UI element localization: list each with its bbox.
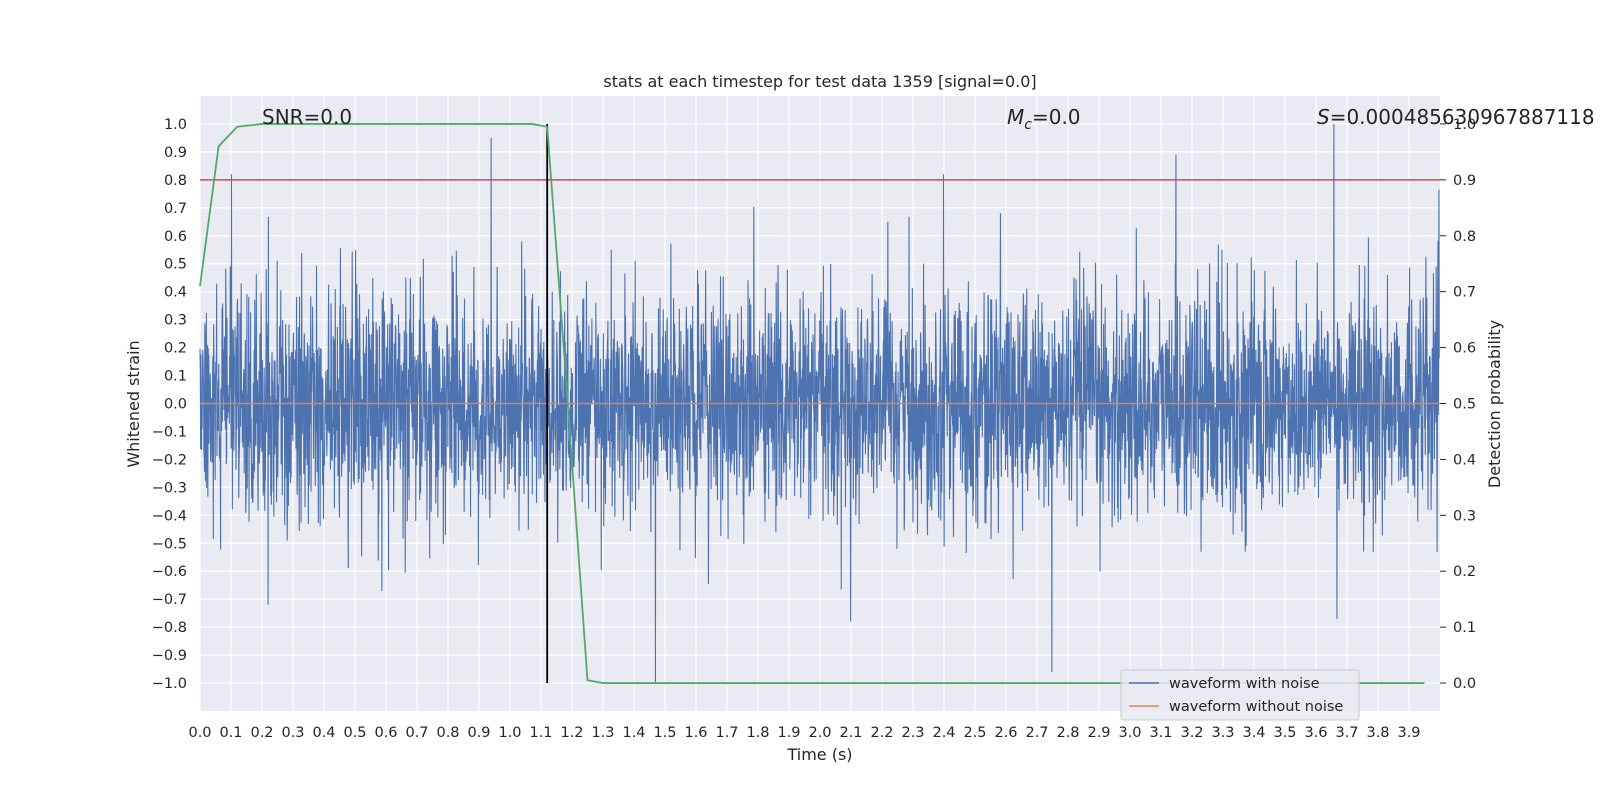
snr-annotation: SNR=0.0 <box>262 105 352 129</box>
x-tick-label: 0.8 <box>436 725 459 741</box>
y-tick-label: −0.1 <box>152 424 187 440</box>
y-tick-label: 0.4 <box>164 285 187 301</box>
x-tick-label: 2.9 <box>1087 725 1110 741</box>
y-tick-label: 0.5 <box>164 257 187 273</box>
y2-tick-label: 0.3 <box>1453 508 1476 524</box>
x-tick-label: 0.3 <box>281 725 304 741</box>
series-waveform-with-noise <box>199 123 1440 684</box>
x-tick-label: 3.3 <box>1211 725 1234 741</box>
x-tick-label: 0.1 <box>219 725 242 741</box>
x-axis-label: Time (s) <box>786 745 852 764</box>
y-tick-labels: 1.0 0.9 0.8 0.7 0.6 0.5 0.4 0.3 0.2 0.1 0.0 −0.1 −0.… <box>152 117 187 692</box>
x-tick-label: 1.5 <box>653 725 676 741</box>
y2-tick-label: 0.4 <box>1453 452 1476 468</box>
y-tick-label: 0.3 <box>164 313 187 329</box>
y2-tick-labels: 1.0 0.9 0.8 0.7 0.6 0.5 0.4 0.3 0.2 0.1 0.0 <box>1440 117 1476 692</box>
x-tick-label: 3.8 <box>1366 725 1389 741</box>
y-tick-label: 0.0 <box>164 397 187 413</box>
x-tick-labels: 0.0 0.1 0.2 0.3 0.4 0.5 0.6 0.7 0.8 0.9 1.0 1.1 1.2 1… <box>188 725 1420 741</box>
x-tick-label: 1.4 <box>622 725 645 741</box>
x-tick-label: 2.4 <box>932 725 955 741</box>
x-tick-label: 2.6 <box>994 725 1017 741</box>
y-tick-label: −0.2 <box>152 452 187 468</box>
mc-annotation: Mc=0.0 <box>1007 105 1081 133</box>
y2-tick-label: 0.6 <box>1453 341 1476 357</box>
y2-tick-label: 1.0 <box>1453 117 1476 133</box>
legend: waveform with noise waveform without noi… <box>1120 669 1360 721</box>
y-tick-label: 0.7 <box>164 201 187 217</box>
x-tick-label: 0.9 <box>467 725 490 741</box>
x-tick-label: 1.9 <box>777 725 800 741</box>
x-tick-label: 3.4 <box>1242 725 1265 741</box>
y2-tick-label: 0.8 <box>1453 229 1476 245</box>
x-tick-label: 0.6 <box>374 725 397 741</box>
series-detection-probability <box>199 123 1425 684</box>
s-symbol: S <box>1317 105 1330 129</box>
probability-line <box>199 123 1425 684</box>
y2-tick-label: 0.1 <box>1453 620 1476 636</box>
x-tick-label: 0.7 <box>405 725 428 741</box>
x-tick-label: 1.0 <box>498 725 521 741</box>
legend-box <box>1120 669 1360 721</box>
y2-tick-label: 0.7 <box>1453 285 1476 301</box>
x-tick-label: 3.6 <box>1304 725 1327 741</box>
y-tick-label: 0.1 <box>164 369 187 385</box>
legend-label-clean: waveform without noise <box>1169 699 1343 715</box>
y-axis-label: Whitened strain <box>124 340 143 467</box>
x-tick-label: 1.6 <box>684 725 707 741</box>
y-tick-label: −0.9 <box>152 648 187 664</box>
x-tick-label: 2.5 <box>963 725 986 741</box>
y2-tick-label: 0.2 <box>1453 564 1476 580</box>
y-tick-label: −0.7 <box>152 592 187 608</box>
x-tick-label: 3.1 <box>1149 725 1172 741</box>
x-tick-label: 3.2 <box>1180 725 1203 741</box>
y-tick-label: −0.3 <box>152 480 187 496</box>
y-tick-label: 0.6 <box>164 229 187 245</box>
x-tick-label: 2.8 <box>1056 725 1079 741</box>
mc-symbol: M <box>1007 105 1024 129</box>
y2-tick-label: 0.9 <box>1453 173 1476 189</box>
y-tick-label: 0.9 <box>164 145 187 161</box>
y2-tick-label: 0.5 <box>1453 397 1476 413</box>
legend-label-noise: waveform with noise <box>1169 676 1320 692</box>
y2-axis-label: Detection probability <box>1485 320 1504 488</box>
mc-value: =0.0 <box>1032 105 1081 129</box>
x-tick-label: 0.2 <box>250 725 273 741</box>
x-tick-label: 1.2 <box>560 725 583 741</box>
y-tick-label: −0.5 <box>152 536 187 552</box>
x-tick-label: 2.2 <box>870 725 893 741</box>
mc-subscript: c <box>1024 117 1032 133</box>
x-tick-label: 1.8 <box>746 725 769 741</box>
x-tick-label: 1.1 <box>529 725 552 741</box>
x-tick-label: 1.7 <box>715 725 738 741</box>
x-tick-label: 0.4 <box>312 725 335 741</box>
x-tick-label: 0.0 <box>188 725 211 741</box>
y-tick-label: 0.8 <box>164 173 187 189</box>
x-tick-label: 1.3 <box>591 725 614 741</box>
y-tick-label: −0.6 <box>152 564 187 580</box>
x-tick-label: 3.5 <box>1273 725 1296 741</box>
noise-line <box>199 123 1440 684</box>
x-tick-label: 3.7 <box>1335 725 1358 741</box>
s-value: =0.00048563096788711​8 <box>1330 105 1595 129</box>
chart-title: stats at each timestep for test data 135… <box>603 72 1036 91</box>
y-tick-label: −1.0 <box>152 676 187 692</box>
y-tick-label: −0.4 <box>152 508 187 524</box>
x-tick-label: 2.3 <box>901 725 924 741</box>
y2-tick-label: 0.0 <box>1453 676 1476 692</box>
x-tick-label: 2.0 <box>808 725 831 741</box>
x-tick-label: 0.5 <box>343 725 366 741</box>
y-tick-label: 0.2 <box>164 341 187 357</box>
x-tick-label: 2.7 <box>1025 725 1048 741</box>
y-tick-label: 1.0 <box>164 117 187 133</box>
y-tick-label: −0.8 <box>152 620 187 636</box>
s-annotation: S=0.00048563096788711​8 <box>1317 105 1595 129</box>
x-tick-label: 3.0 <box>1118 725 1141 741</box>
x-tick-label: 2.1 <box>839 725 862 741</box>
x-tick-label: 3.9 <box>1397 725 1420 741</box>
